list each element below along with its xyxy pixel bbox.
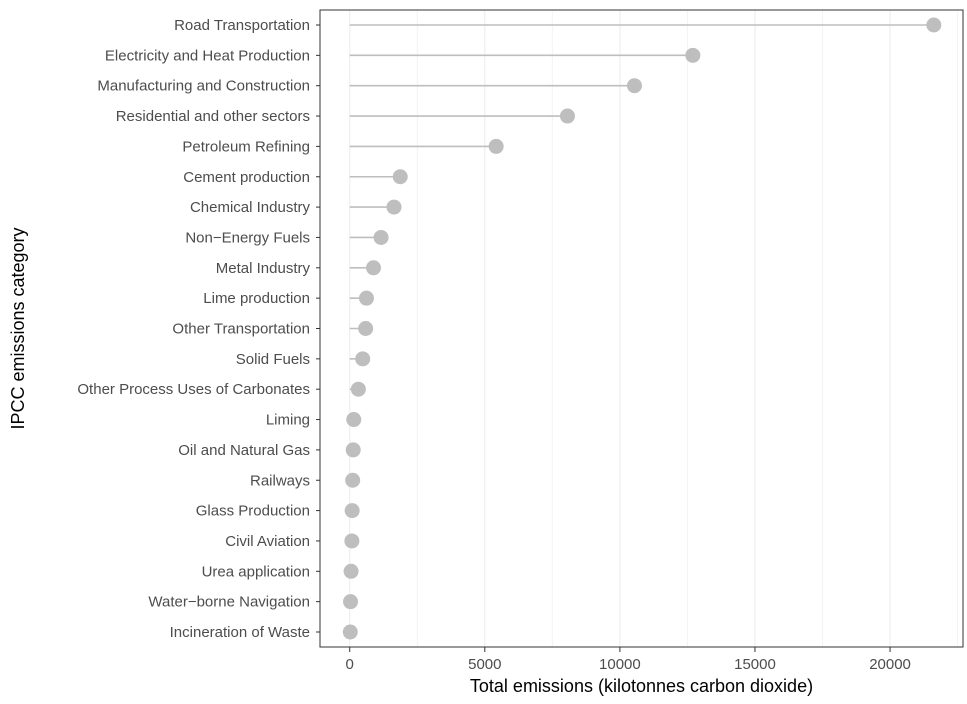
y-tick-label: Liming xyxy=(266,412,310,429)
y-tick-label: Other Transportation xyxy=(172,321,310,338)
lollipop-point xyxy=(392,169,408,185)
y-tick-label: Road Transportation xyxy=(174,17,310,34)
lollipop-point xyxy=(358,321,374,336)
y-tick-label: Electricity and Heat Production xyxy=(105,47,310,64)
y-tick-label: Oil and Natural Gas xyxy=(178,442,310,459)
y-axis-title: IPCC emissions category xyxy=(8,227,28,429)
y-tick-label: Railways xyxy=(250,472,310,489)
y-axis: Road Transportation Electricity and Heat … xyxy=(77,17,320,641)
grid-lines xyxy=(349,10,959,647)
y-tick-label: Petroleum Refining xyxy=(182,138,310,155)
lollipop-segments xyxy=(349,24,934,633)
lollipop-point xyxy=(488,138,504,154)
lollipop-point xyxy=(345,472,361,488)
y-tick-label: Incineration of Waste xyxy=(170,624,310,641)
lollipop-point xyxy=(350,381,366,397)
lollipop-point xyxy=(344,533,360,549)
x-tick-label: 10000 xyxy=(599,656,641,673)
lollipop-point xyxy=(345,442,361,458)
y-tick-label: Civil Aviation xyxy=(225,533,310,550)
y-tick-label: Manufacturing and Construction xyxy=(97,78,310,95)
lollipop-point xyxy=(926,17,942,33)
x-axis-title: Total emissions (kilotonnes carbon dioxi… xyxy=(470,676,813,696)
y-tick-label: Metal Industry xyxy=(216,260,311,277)
y-tick-label: Cement production xyxy=(183,169,310,186)
lollipop-point xyxy=(365,260,381,276)
lollipop-point xyxy=(342,624,358,640)
lollipop-point xyxy=(343,594,359,610)
lollipop-point xyxy=(373,229,389,245)
panel-border xyxy=(319,9,964,648)
lollipop-point xyxy=(559,108,575,124)
y-tick-label: Residential and other sectors xyxy=(116,108,310,125)
lollipop-point xyxy=(685,47,701,63)
x-axis: 0 5000 10000 15000 20000 xyxy=(346,647,911,673)
lollipop-point xyxy=(346,412,362,428)
lollipop-point xyxy=(386,199,402,215)
lollipop-points xyxy=(342,17,942,640)
y-tick-label: Water−borne Navigation xyxy=(148,594,310,611)
y-tick-label: Non−Energy Fuels xyxy=(185,229,310,246)
lollipop-point xyxy=(343,563,359,579)
y-tick-label: Lime production xyxy=(203,290,310,307)
x-tick-label: 0 xyxy=(346,656,354,673)
x-tick-label: 5000 xyxy=(468,656,501,673)
y-tick-label: Glass Production xyxy=(196,503,310,520)
y-tick-label: Chemical Industry xyxy=(190,199,311,216)
lollipop-point xyxy=(358,290,374,306)
y-tick-label: Other Process Uses of Carbonates xyxy=(77,381,310,398)
x-tick-label: 15000 xyxy=(734,656,776,673)
lollipop-point xyxy=(344,503,360,519)
y-tick-label: Urea application xyxy=(202,563,310,580)
lollipop-point xyxy=(626,78,642,94)
lollipop-point xyxy=(355,351,371,367)
y-tick-label: Solid Fuels xyxy=(236,351,310,368)
x-tick-label: 20000 xyxy=(869,656,911,673)
